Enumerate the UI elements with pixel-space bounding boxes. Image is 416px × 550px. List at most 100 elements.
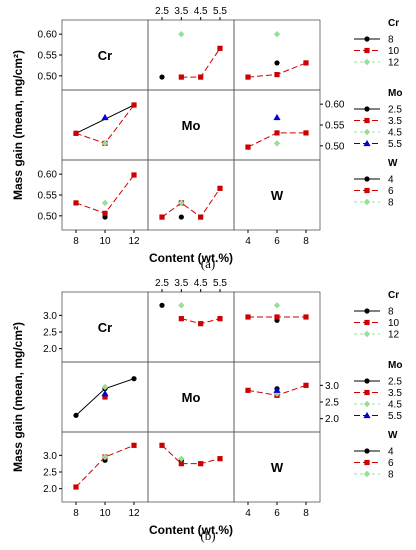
point-W_Mo-6 <box>217 456 223 462</box>
x-tick-label: 8 <box>73 508 79 519</box>
point-W_Mo-8 <box>178 199 185 207</box>
point-Mo_Cr-2.5 <box>131 376 137 382</box>
y-tick-label: 0.50 <box>325 141 345 152</box>
x-tick-label: 6 <box>274 236 280 247</box>
line-W_Cr-6 <box>75 174 135 214</box>
x-tick-label: 12 <box>128 236 140 247</box>
y-tick-label: 2.0 <box>325 414 339 425</box>
legend-entry-w-4: 4 <box>388 175 394 186</box>
legend-entry-cr-12: 12 <box>388 58 400 69</box>
x-tick-label: 5.5 <box>213 6 227 17</box>
point-Cr_W-10 <box>245 314 251 320</box>
x-axis-label: Content (wt.%) <box>149 251 233 265</box>
legend-entry-mo-2.5: 2.5 <box>388 377 402 388</box>
legend-entry-mo-3.5: 3.5 <box>388 388 402 399</box>
point-Mo_Cr-5.5 <box>101 390 109 397</box>
y-tick-label: 0.60 <box>325 100 345 111</box>
legend-entry-w-4: 4 <box>388 447 394 458</box>
point-Mo_W-5.5 <box>273 113 281 121</box>
legend-marker <box>364 378 370 384</box>
diag-label-mo: Mo <box>182 390 201 405</box>
x-tick-label: 8 <box>73 236 79 247</box>
point-W_Cr-8 <box>101 453 109 461</box>
point-Mo_Cr-5.5 <box>101 113 109 121</box>
legend-entry-mo-5.5: 5.5 <box>388 139 402 150</box>
y-axis-label: Mass gain (mean, mg/cm²) <box>11 322 25 472</box>
legend-entry-cr-8: 8 <box>388 307 394 318</box>
legend-marker <box>364 47 370 54</box>
x-tick-label: 3.5 <box>174 278 188 289</box>
line-Cr_Mo-10 <box>181 48 221 78</box>
x-tick-label: 5.5 <box>213 278 227 289</box>
panel-W-Cr <box>61 431 149 503</box>
x-tick-label: 4 <box>245 508 251 519</box>
y-tick-label: 0.55 <box>325 121 345 132</box>
point-W_Mo-6 <box>198 214 204 220</box>
point-Cr_W-12 <box>273 30 281 38</box>
legend-marker <box>364 117 370 124</box>
y-tick-label: 0.50 <box>38 71 58 82</box>
x-tick-label: 12 <box>128 508 140 519</box>
x-tick-label: 10 <box>99 508 111 519</box>
point-Mo_Cr-2.5 <box>73 412 79 418</box>
legend-marker <box>364 459 370 466</box>
point-Cr_Mo-12 <box>178 30 185 38</box>
x-tick-label: 4 <box>245 236 251 247</box>
legend-marker <box>364 36 370 42</box>
x-tick-label: 8 <box>303 508 309 519</box>
y-tick-label: 0.55 <box>38 51 58 62</box>
y-tick-label: 0.60 <box>38 30 58 41</box>
point-Cr_Mo-10 <box>217 316 223 322</box>
point-W_Mo-4 <box>178 214 184 220</box>
legend-title-w: W <box>388 430 398 441</box>
line-Mo_Cr-3.5 <box>75 104 135 144</box>
point-Cr_Mo-8 <box>159 74 165 80</box>
point-Cr_W-10 <box>274 314 280 320</box>
point-Cr_W-10 <box>303 60 309 66</box>
legend-entry-mo-4.5: 4.5 <box>388 400 402 411</box>
point-W_Mo-6 <box>159 214 165 220</box>
x-tick-label: 4.5 <box>194 278 208 289</box>
legend-entry-w-8: 8 <box>388 198 394 209</box>
legend-entry-mo-4.5: 4.5 <box>388 128 402 139</box>
point-Mo_W-5.5 <box>273 386 281 393</box>
y-tick-label: 2.0 <box>43 484 57 495</box>
point-Cr_Mo-8 <box>159 302 165 308</box>
point-Mo_W-3.5 <box>245 144 251 150</box>
point-Mo_Cr-3.5 <box>73 130 79 136</box>
panel-Mo-Cr <box>61 89 149 161</box>
y-tick-label: 2.5 <box>43 468 57 479</box>
diag-label-mo: Mo <box>182 118 201 133</box>
point-W_Cr-6 <box>131 172 137 178</box>
panel-caption-a: (a) <box>200 256 216 271</box>
diag-label-w: W <box>271 188 284 203</box>
point-Cr_Mo-10 <box>178 74 184 80</box>
point-Cr_W-12 <box>273 302 281 309</box>
panel-Cr-Mo <box>147 291 235 363</box>
legend-marker <box>364 389 370 396</box>
panel-caption-b: (b) <box>200 528 216 543</box>
point-W_Cr-6 <box>131 442 137 448</box>
x-tick-label: 2.5 <box>155 278 169 289</box>
point-Cr_W-10 <box>245 74 251 80</box>
legend-entry-cr-8: 8 <box>388 35 394 46</box>
y-tick-label: 0.60 <box>38 170 58 181</box>
legend-marker <box>364 448 370 454</box>
diag-label-w: W <box>271 460 284 475</box>
point-Cr_Mo-10 <box>178 316 184 322</box>
legend-entry-mo-2.5: 2.5 <box>388 105 402 116</box>
legend-entry-w-6: 6 <box>388 186 394 197</box>
point-W_Cr-8 <box>101 199 109 207</box>
legend-marker <box>364 308 370 314</box>
point-W_Mo-6 <box>217 185 223 191</box>
panel-Cr-Mo <box>147 19 235 91</box>
point-W_Mo-6 <box>198 461 204 467</box>
point-Cr_Mo-10 <box>198 74 204 80</box>
legend-title-cr: Cr <box>388 290 399 301</box>
point-Cr_W-10 <box>303 314 309 320</box>
legend-marker <box>363 58 371 66</box>
legend-marker <box>363 470 371 478</box>
x-tick-label: 10 <box>99 236 111 247</box>
point-Mo_Cr-4.5 <box>101 383 109 391</box>
